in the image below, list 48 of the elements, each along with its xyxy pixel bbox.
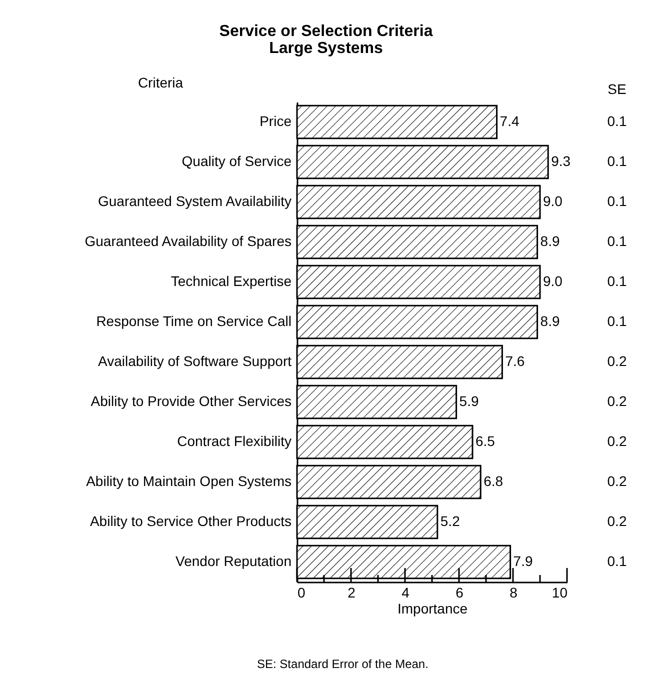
- x-tick-label: 0: [298, 584, 306, 600]
- text: 0.2: [607, 393, 627, 409]
- x-tick-label: 4: [402, 584, 410, 600]
- y-tick-label: Guaranteed Availability of Spares: [84, 233, 292, 249]
- y-axis-title: Criteria: [138, 74, 184, 90]
- y-tick-label: Technical Expertise: [170, 273, 292, 289]
- data-label: 9.3: [551, 153, 571, 169]
- x-tick-label: 8: [510, 584, 518, 600]
- text: SE: [608, 81, 626, 97]
- y-tick-label: Response Time on Service Call: [96, 313, 292, 329]
- data-label: 7.4: [500, 113, 520, 129]
- text: 0.1: [607, 313, 627, 329]
- text: 0.2: [607, 353, 627, 369]
- x-tick-label: 2: [348, 584, 356, 600]
- text: 0.2: [607, 513, 627, 529]
- text: 0.1: [607, 193, 627, 209]
- y-tick-label: Guaranteed System Availability: [98, 193, 292, 209]
- text: 0.1: [607, 153, 627, 169]
- data-label: 9.0: [543, 273, 563, 289]
- text: SE: Standard Error of the Mean.: [257, 657, 428, 671]
- text: 0.1: [607, 233, 627, 249]
- data-label: 8.9: [540, 233, 560, 249]
- y-tick-label: Quality of Service: [182, 153, 292, 169]
- y-tick-label: Ability to Maintain Open Systems: [86, 473, 292, 489]
- data-label: 5.2: [440, 513, 460, 529]
- y-tick-label: Ability to Service Other Products: [90, 513, 292, 529]
- text: 0.2: [607, 433, 627, 449]
- y-tick-label: Contract Flexibility: [177, 433, 292, 449]
- x-axis-title: Importance: [397, 600, 468, 616]
- text: 0.1: [607, 553, 627, 569]
- data-label: 7.6: [505, 353, 525, 369]
- text: 0.1: [607, 273, 627, 289]
- text: 0.1: [607, 113, 627, 129]
- data-label: 5.9: [459, 393, 479, 409]
- y-tick-label: Availability of Software Support: [98, 353, 292, 369]
- chart-title: Service or Selection Criteria: [219, 23, 433, 40]
- text: 0.2: [607, 473, 627, 489]
- chart-subtitle: Large Systems: [269, 40, 384, 57]
- y-tick-label: Price: [260, 113, 292, 129]
- y-tick-label: Vendor Reputation: [176, 553, 292, 569]
- x-tick-label: 10: [552, 584, 568, 600]
- data-label: 9.0: [543, 193, 563, 209]
- data-label: 8.9: [540, 313, 560, 329]
- data-label: 6.5: [476, 433, 496, 449]
- data-label: 6.8: [484, 473, 504, 489]
- data-label: 7.9: [513, 553, 533, 569]
- x-tick-label: 6: [456, 584, 464, 600]
- y-tick-label: Ability to Provide Other Services: [90, 393, 292, 409]
